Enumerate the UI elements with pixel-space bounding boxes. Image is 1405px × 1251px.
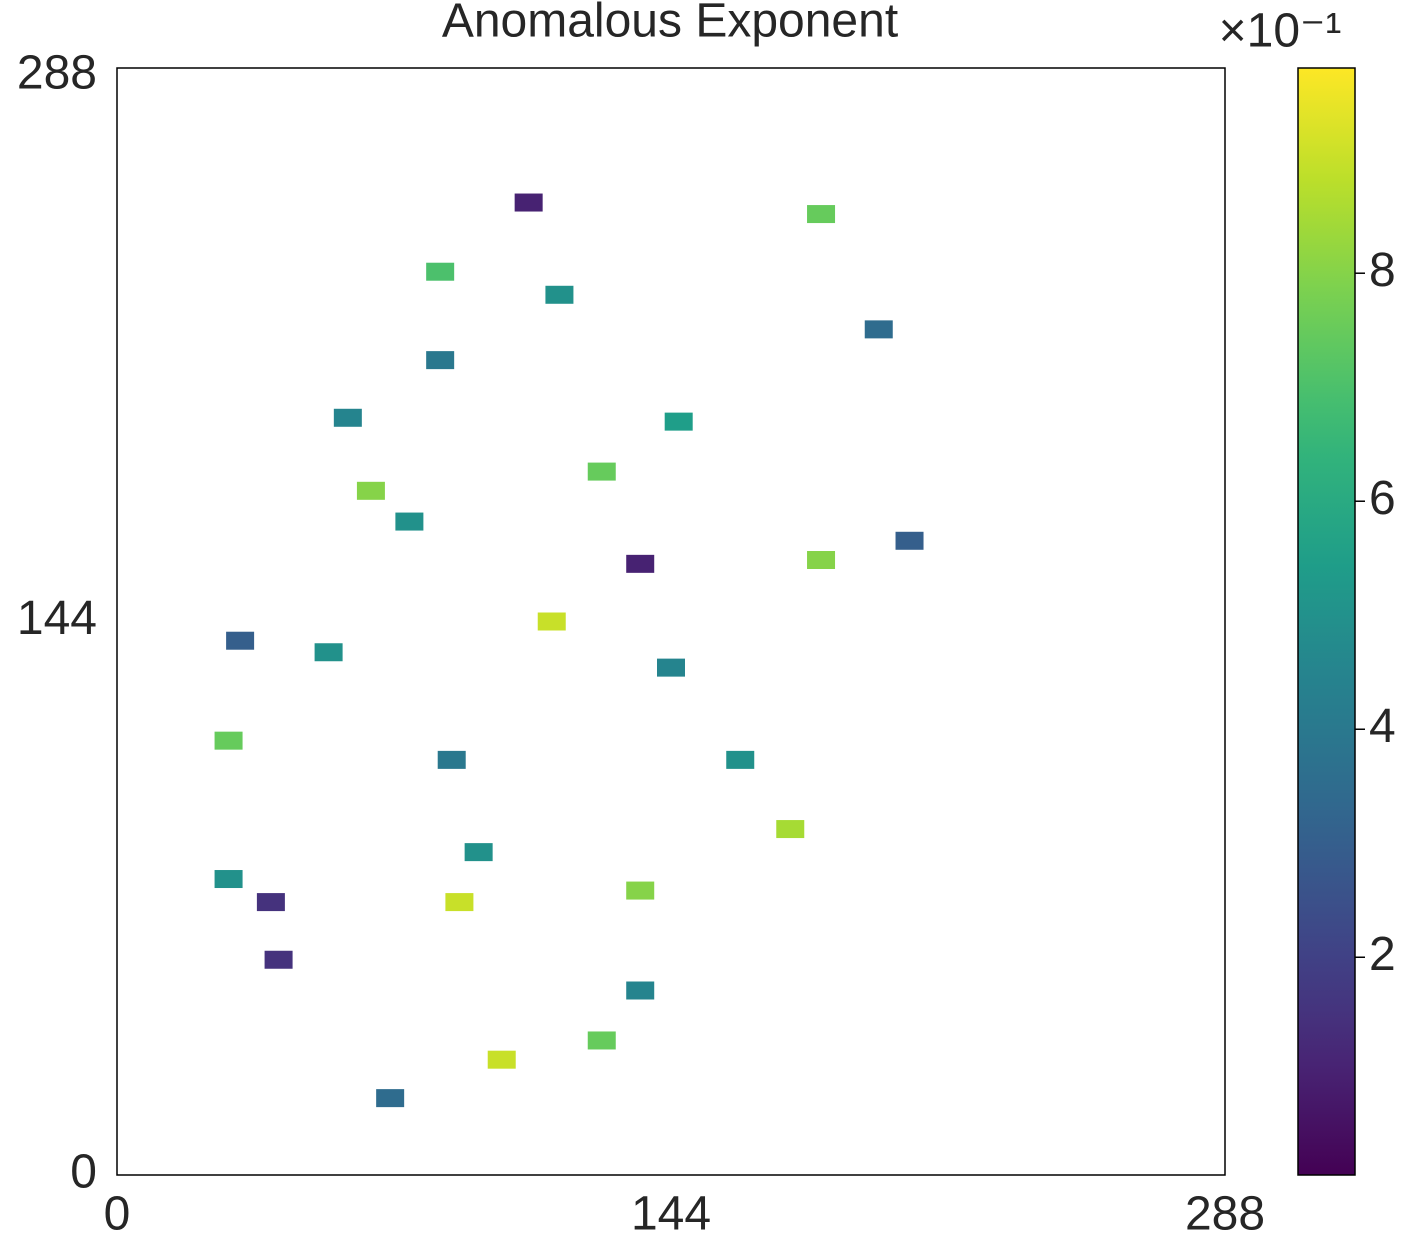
heat-cell [264, 950, 293, 969]
heat-cell [256, 893, 285, 912]
heat-cell [487, 1050, 516, 1069]
heat-cell [426, 262, 455, 281]
heat-cell [657, 658, 685, 677]
heat-cell [776, 820, 805, 839]
heat-cell [214, 870, 243, 889]
colorbar-tick-label: 4 [1369, 700, 1396, 753]
y-tick-label: 0 [70, 1146, 97, 1199]
x-tick-label: 144 [631, 1188, 711, 1241]
heat-cell [626, 981, 655, 1000]
heat-cell [587, 462, 616, 481]
heat-cell [807, 551, 836, 569]
heat-cell [395, 512, 424, 531]
heat-cell [226, 631, 255, 650]
y-tick-label: 288 [17, 47, 97, 100]
heat-cell [626, 881, 655, 900]
heat-cell [214, 731, 243, 750]
x-tick-label: 0 [104, 1188, 131, 1241]
heat-cell [437, 750, 466, 769]
heat-cell [376, 1089, 405, 1108]
heat-cell [514, 193, 543, 212]
heat-cell [333, 408, 362, 427]
colorbar-offset-label: ×10⁻¹ [1219, 5, 1342, 58]
colorbar-tick-label: 2 [1369, 928, 1396, 981]
colorbar-tick-label: 6 [1369, 472, 1396, 525]
heat-cell [726, 750, 755, 769]
heat-cell [545, 285, 574, 304]
heat-cell [864, 320, 893, 339]
heat-cell [587, 1031, 616, 1050]
heat-cell [807, 205, 836, 224]
plot-frame [116, 67, 1226, 1176]
heat-cell [664, 412, 693, 431]
colorbar-tick-label: 8 [1369, 244, 1396, 297]
heat-cell [426, 351, 455, 370]
heat-cell [895, 531, 924, 550]
chart-title: Anomalous Exponent [442, 0, 898, 48]
heat-cell [314, 643, 343, 662]
y-tick-label: 144 [17, 592, 97, 645]
heat-cell [626, 554, 655, 573]
colorbar [1297, 67, 1356, 1176]
x-tick-label: 288 [1185, 1188, 1265, 1241]
heat-cell [537, 612, 566, 631]
heat-cell [464, 843, 493, 862]
heat-cell [445, 893, 474, 912]
heat-cell [356, 481, 385, 500]
